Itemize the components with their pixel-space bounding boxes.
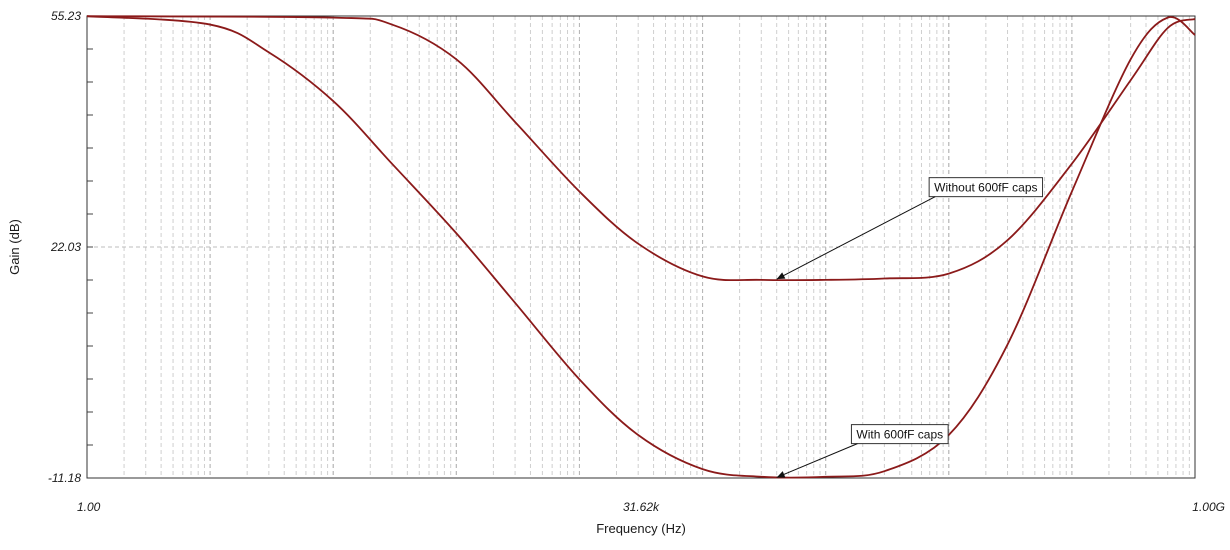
minor-ticks xyxy=(87,15,93,479)
annotation-box xyxy=(850,424,949,445)
annotation-leader xyxy=(776,443,858,478)
annotation-text: Without 600fF caps xyxy=(934,181,1037,195)
annotation-2: With 600fF caps xyxy=(776,424,949,478)
series-layer xyxy=(86,15,1196,479)
y-tick-label: -11.18 xyxy=(48,471,81,485)
x-axis-label: Frequency (Hz) xyxy=(596,521,686,536)
annotation-arrowhead xyxy=(776,272,786,280)
annotation-arrowhead xyxy=(776,471,786,478)
series-line-1 xyxy=(86,15,1196,282)
grid xyxy=(87,15,1195,479)
x-tick-labels: 1.00 31.62k 1.00G xyxy=(77,500,1225,514)
annotation-box xyxy=(928,177,1044,198)
y-tick-labels: 55.23 22.03 -11.18 xyxy=(48,9,81,485)
plot-frame xyxy=(86,15,1196,479)
x-tick-label: 1.00 xyxy=(77,500,101,514)
annotation-1: Without 600fF caps xyxy=(776,177,1044,280)
y-tick-label: 55.23 xyxy=(51,9,81,23)
annotation-text: With 600fF caps xyxy=(856,428,943,442)
annotations: Without 600fF caps With 600fF caps xyxy=(776,177,1044,478)
y-tick-label: 22.03 xyxy=(50,240,81,254)
annotation-leader xyxy=(776,196,936,280)
series-line-2 xyxy=(86,15,1196,479)
x-tick-label: 1.00G xyxy=(1192,500,1225,514)
y-axis-label: Gain (dB) xyxy=(7,219,22,275)
x-tick-label: 31.62k xyxy=(623,500,660,514)
